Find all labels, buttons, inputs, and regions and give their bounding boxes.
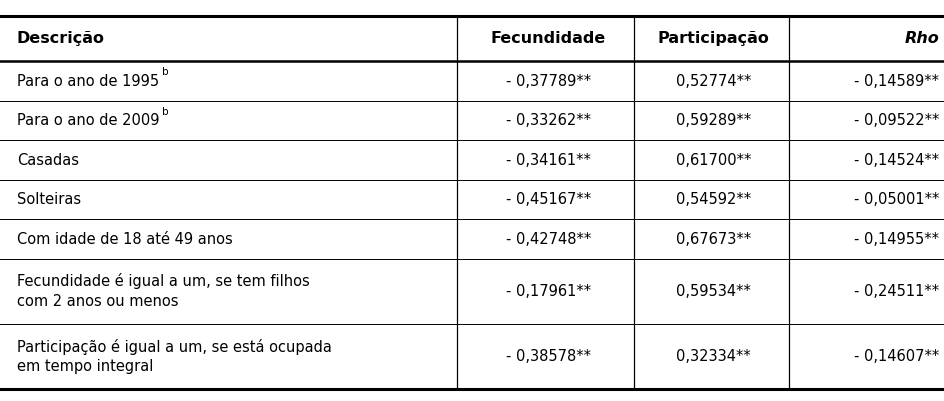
Text: - 0,14524**: - 0,14524** — [854, 153, 939, 168]
Text: Casadas: Casadas — [17, 153, 79, 168]
Text: Descrição: Descrição — [17, 31, 105, 46]
Text: Para o ano de 1995: Para o ano de 1995 — [17, 74, 160, 89]
Text: - 0,05001**: - 0,05001** — [854, 192, 939, 207]
Text: - 0,14589**: - 0,14589** — [854, 74, 939, 89]
Text: b: b — [162, 107, 169, 117]
Text: - 0,45167**: - 0,45167** — [506, 192, 591, 207]
Text: 0,67673**: 0,67673** — [676, 231, 751, 247]
Text: Participação é igual a um, se está ocupada
em tempo integral: Participação é igual a um, se está ocupa… — [17, 338, 332, 374]
Text: 0,52774**: 0,52774** — [676, 74, 751, 89]
Text: - 0,09522**: - 0,09522** — [854, 113, 939, 128]
Text: - 0,14607**: - 0,14607** — [854, 349, 939, 364]
Text: Fecundidade é igual a um, se tem filhos
com 2 anos ou menos: Fecundidade é igual a um, se tem filhos … — [17, 273, 310, 309]
Text: - 0,42748**: - 0,42748** — [506, 231, 591, 247]
Text: Participação: Participação — [658, 31, 769, 46]
Text: Rho: Rho — [904, 31, 939, 46]
Text: Com idade de 18 até 49 anos: Com idade de 18 até 49 anos — [17, 231, 233, 247]
Text: 0,61700**: 0,61700** — [676, 153, 751, 168]
Text: b: b — [162, 67, 169, 77]
Text: - 0,17961**: - 0,17961** — [506, 284, 591, 299]
Text: - 0,38578**: - 0,38578** — [506, 349, 591, 364]
Text: - 0,33262**: - 0,33262** — [506, 113, 591, 128]
Text: 0,59534**: 0,59534** — [676, 284, 751, 299]
Text: 0,54592**: 0,54592** — [676, 192, 751, 207]
Text: - 0,37789**: - 0,37789** — [506, 74, 591, 89]
Text: Para o ano de 2009: Para o ano de 2009 — [17, 113, 160, 128]
Text: 0,32334**: 0,32334** — [676, 349, 751, 364]
Text: Solteiras: Solteiras — [17, 192, 81, 207]
Text: - 0,24511**: - 0,24511** — [854, 284, 939, 299]
Text: - 0,34161**: - 0,34161** — [506, 153, 591, 168]
Text: 0,59289**: 0,59289** — [676, 113, 751, 128]
Text: - 0,14955**: - 0,14955** — [854, 231, 939, 247]
Text: Fecundidade: Fecundidade — [491, 31, 606, 46]
